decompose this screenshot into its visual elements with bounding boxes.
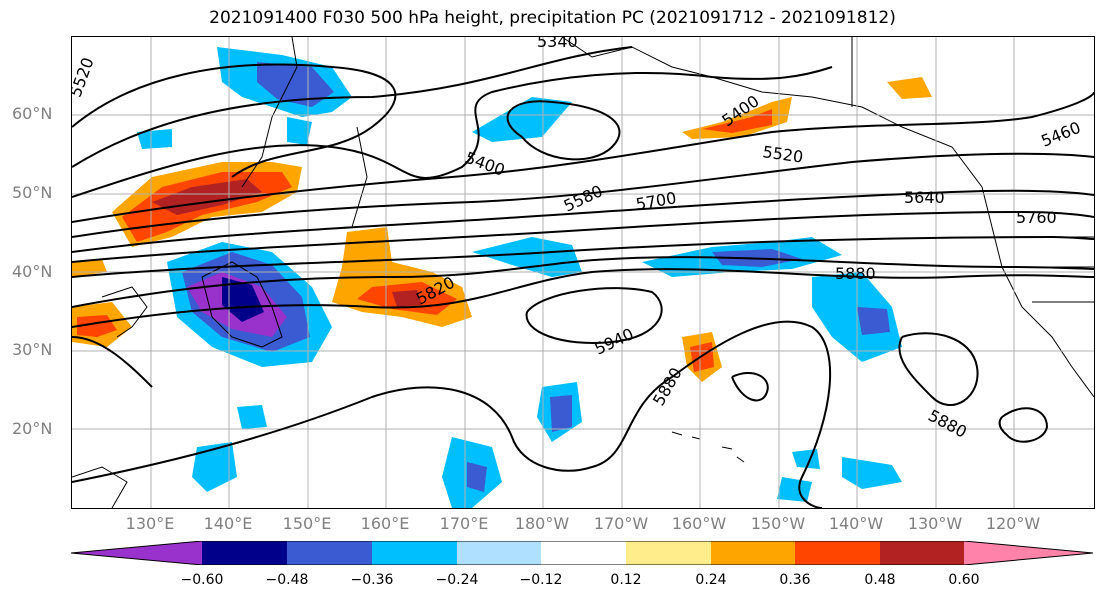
colorbar-tick-label: 0.12 [610, 572, 642, 588]
colorbar-tick-label: −0.12 [519, 572, 563, 588]
lon-label-150e: 150°E [282, 514, 332, 533]
lon-label-130w: 130°W [907, 514, 963, 533]
lon-label-160e: 160°E [360, 514, 410, 533]
colorbar-tick-label: 0.60 [948, 572, 980, 588]
lon-label-120w: 120°W [985, 514, 1041, 533]
colorbar-tick-label: −0.48 [265, 572, 309, 588]
colorbar-tick-label: −0.36 [350, 572, 394, 588]
colorbar-segment [626, 541, 711, 565]
colorbar-segment [964, 541, 1093, 565]
colorbar-tick-label: −0.24 [435, 572, 479, 588]
lat-label-20n: 20°N [12, 419, 53, 438]
contour-label: 5520 [761, 142, 804, 166]
lon-label-170w: 170°W [593, 514, 649, 533]
contour-label: 5700 [634, 188, 677, 214]
height-contours [72, 46, 1094, 508]
map-canvas: 5520 5340 5400 5400 5460 5520 5580 5640 … [72, 37, 1094, 508]
colorbar [71, 541, 1094, 565]
contour-label: 5880 [925, 406, 970, 442]
colorbar-segment [287, 541, 372, 565]
lon-label-130e: 130°E [125, 514, 175, 533]
lon-label-180w: 180°W [514, 514, 570, 533]
lon-label-160w: 160°W [671, 514, 727, 533]
map-title: 2021091400 F030 500 hPa height, precipit… [209, 8, 896, 28]
colorbar-segment [71, 541, 202, 565]
contour-labels: 5520 5340 5400 5400 5460 5520 5580 5640 … [72, 37, 1083, 442]
lat-label-60n: 60°N [12, 104, 53, 123]
colorbar-segment [202, 541, 287, 565]
colorbar-segment [457, 541, 541, 565]
colorbar-tick-label: 0.36 [779, 572, 811, 588]
colorbar-segment [372, 541, 457, 565]
contour-label: 5340 [537, 37, 578, 51]
lon-label-140e: 140°E [203, 514, 253, 533]
lat-label-50n: 50°N [12, 183, 53, 202]
colorbar-segment [880, 541, 964, 565]
lon-label-150w: 150°W [750, 514, 806, 533]
contour-label: 5880 [649, 364, 686, 409]
contour-label: 5520 [72, 55, 98, 100]
colorbar-segment [795, 541, 880, 565]
colorbar-segment [541, 541, 626, 565]
contour-label: 5760 [1016, 208, 1057, 227]
contour-label: 5640 [904, 188, 945, 207]
contour-label: 5880 [835, 264, 876, 283]
grid-lines [72, 37, 1094, 508]
lon-label-140w: 140°W [828, 514, 884, 533]
contour-label: 5580 [561, 181, 606, 215]
colorbar-tick-label: −0.60 [180, 572, 224, 588]
lat-label-30n: 30°N [12, 340, 53, 359]
lon-label-170e: 170°E [439, 514, 489, 533]
colorbar-tick-label: 0.48 [864, 572, 896, 588]
map-area: 5520 5340 5400 5400 5460 5520 5580 5640 … [71, 36, 1095, 509]
colorbar-segment [711, 541, 795, 565]
contour-label: 5940 [592, 324, 637, 358]
colorbar-tick-label: 0.24 [695, 572, 727, 588]
lat-label-40n: 40°N [12, 262, 53, 281]
contour-label: 5460 [1038, 118, 1083, 151]
